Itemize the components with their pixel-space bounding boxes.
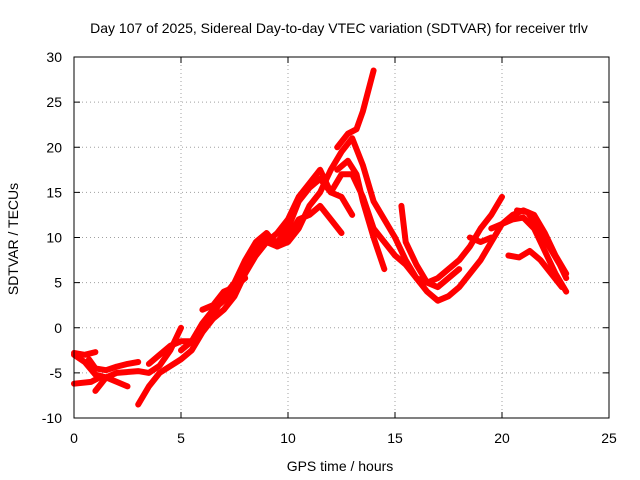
series-line-arc-9 bbox=[199, 275, 249, 313]
chart-title: Day 107 of 2025, Sidereal Day-to-day VTE… bbox=[90, 20, 588, 36]
series-line-arc-7 bbox=[145, 171, 570, 367]
series-line-arc-13 bbox=[398, 202, 463, 291]
x-tick-label: 10 bbox=[280, 430, 296, 446]
series-line-arc-8 bbox=[178, 135, 505, 354]
y-tick-labels: -10 -5 0 5 10 15 20 25 30 bbox=[42, 49, 62, 426]
series-group bbox=[71, 67, 570, 408]
series-line-arc-6 bbox=[135, 202, 345, 408]
tick-marks bbox=[73, 56, 610, 419]
series-line-arc-4 bbox=[86, 356, 142, 374]
series-line-arc-2 bbox=[71, 374, 103, 387]
series-line-arc-10 bbox=[252, 166, 356, 259]
x-tick-label: 5 bbox=[177, 430, 185, 446]
y-tick-label: -10 bbox=[42, 410, 62, 426]
series-line-arc-3 bbox=[71, 349, 99, 358]
y-tick-label: 10 bbox=[46, 230, 62, 246]
x-axis-label: GPS time / hours bbox=[287, 458, 394, 474]
grid-lines bbox=[74, 57, 609, 418]
x-tick-label: 0 bbox=[70, 430, 78, 446]
y-tick-label: -5 bbox=[50, 365, 63, 381]
series-line-arc-14 bbox=[466, 234, 495, 245]
y-tick-label: 5 bbox=[54, 275, 62, 291]
series-line-arc-11 bbox=[334, 67, 377, 151]
y-tick-label: 0 bbox=[54, 320, 62, 336]
y-tick-label: 15 bbox=[46, 184, 62, 200]
x-tick-labels: 0 5 10 15 20 25 bbox=[70, 430, 617, 446]
x-tick-label: 20 bbox=[494, 430, 510, 446]
y-tick-label: 30 bbox=[46, 49, 62, 65]
series-line-arc-17 bbox=[514, 207, 570, 282]
y-tick-label: 25 bbox=[46, 94, 62, 110]
x-tick-label: 15 bbox=[387, 430, 403, 446]
series-line-arc-12 bbox=[334, 157, 388, 273]
x-tick-label: 25 bbox=[601, 430, 617, 446]
series-line-arc-16 bbox=[505, 248, 565, 291]
series-line-arc-5 bbox=[92, 324, 184, 394]
y-axis-label: SDTVAR / TECUs bbox=[5, 183, 21, 295]
y-tick-label: 20 bbox=[46, 139, 62, 155]
